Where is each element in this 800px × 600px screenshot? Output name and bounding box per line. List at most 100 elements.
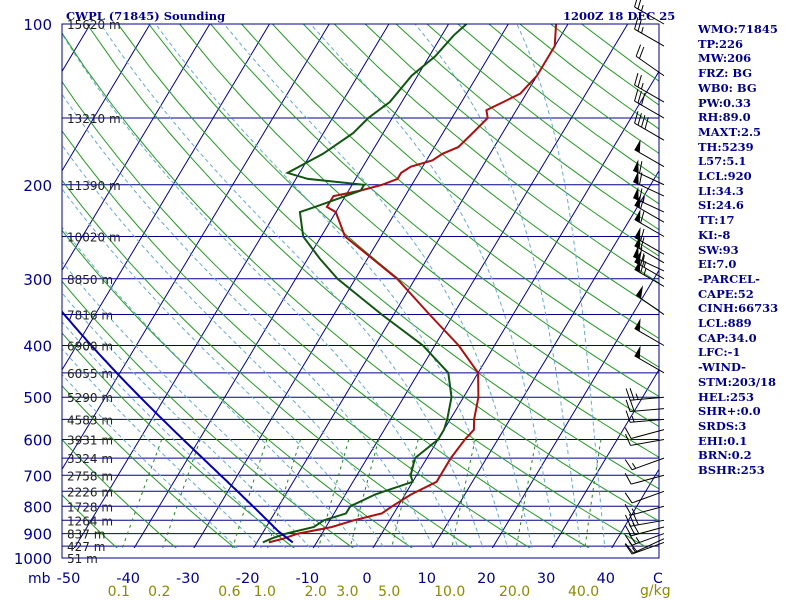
sounding-index: SRDS:3 [698, 418, 747, 433]
wind-barb [625, 388, 665, 401]
sounding-index: -WIND- [698, 360, 746, 375]
wind-barb [625, 433, 665, 446]
wind-barb-flag [634, 139, 641, 153]
wind-barb [635, 285, 665, 315]
pressure-tick-label: 600 [23, 432, 52, 450]
wind-barb-full [637, 75, 642, 88]
height-label: 6055 m [67, 367, 113, 381]
height-label: 11390 m [67, 179, 121, 193]
wind-barb-full [640, 260, 645, 274]
temperature-tick-label: -20 [236, 571, 260, 587]
wind-barb-staff [634, 355, 665, 374]
isotherm-line [62, 24, 270, 371]
wind-barb-half [635, 537, 640, 543]
wind-barb [634, 226, 665, 255]
isotherm-line [193, 24, 509, 548]
height-label: 3931 m [67, 434, 113, 448]
wind-barb [634, 209, 665, 237]
wind-barb-full [625, 399, 631, 412]
sounding-index: CAP:34.0 [698, 330, 757, 345]
moist-adiabat-line [62, 226, 361, 548]
wind-barb-full [637, 0, 642, 10]
wind-barb [632, 159, 665, 186]
wind-barb-full [625, 433, 631, 446]
wind-barb-half [642, 255, 645, 262]
dry-adiabat-line [62, 179, 472, 548]
wind-barb-staff [634, 245, 665, 264]
wind-barb-staff [631, 526, 665, 537]
wind-barb-staff [630, 408, 665, 413]
wind-barb-full [624, 524, 632, 537]
wind-barb-staff [634, 328, 665, 346]
height-label: 1264 m [67, 514, 113, 528]
wind-barb [632, 186, 665, 213]
pressure-tick-label: 800 [23, 498, 52, 516]
height-label: 4583 m [67, 413, 113, 427]
pressure-tick-label: 100 [23, 16, 52, 34]
mixing-ratio-label: 3.0 [336, 584, 358, 600]
wind-barb-full [624, 427, 632, 439]
height-label: 1728 m [67, 500, 113, 514]
wind-barb-full [625, 543, 634, 554]
sounding-index: CINH:66733 [698, 301, 779, 316]
mixing-ratio-label: 5.0 [378, 584, 400, 600]
mixing-ratio-line [231, 439, 268, 548]
wind-barb-staff [634, 149, 665, 168]
temperature-tick-label: 30 [537, 571, 555, 587]
wind-barb-staff [630, 396, 665, 401]
mixing-ratio-label: 1.0 [254, 584, 276, 600]
sounding-index: LI:34.3 [698, 183, 744, 198]
dry-adiabat-line [333, 24, 659, 284]
pressure-tick-label: 1000 [14, 550, 52, 568]
moist-adiabat-line [516, 24, 606, 548]
moist-adiabat-line [155, 24, 509, 548]
wind-barb [625, 513, 665, 527]
moist-adiabat-line [310, 24, 557, 548]
moist-adiabat-line [62, 33, 460, 548]
dry-adiabat-line [62, 130, 531, 548]
sounding-index: LCL:920 [698, 169, 752, 184]
height-label: 15620 m [67, 18, 121, 32]
isotherm-line [133, 24, 450, 548]
sounding-index: EI:7.0 [698, 257, 737, 272]
sounding-index: BRN:0.2 [698, 448, 752, 463]
wind-barb-full [634, 73, 639, 86]
mixing-ratio-line [317, 439, 350, 548]
dry-adiabat-line [62, 438, 177, 548]
isotherm-line [372, 70, 659, 548]
wind-barb-staff [631, 429, 665, 439]
wind-barb-staff [634, 28, 665, 47]
sounding-index: CAPE:52 [698, 286, 754, 301]
dry-adiabat-line [62, 280, 354, 548]
pressure-unit-label: mb [28, 571, 51, 587]
height-label: 8850 m [67, 273, 113, 287]
chart-axes [61, 23, 660, 559]
wind-barb-full [625, 388, 631, 401]
wind-barb-flag [634, 209, 641, 223]
mixing-ratio-label: 10.0 [434, 584, 465, 600]
mixing-ratio-line [162, 439, 201, 548]
wind-barb-full [632, 513, 639, 526]
sounding-index: TT:17 [698, 213, 735, 228]
isotherm-line [252, 24, 569, 548]
wind-barb [634, 73, 665, 103]
wind-barb-full [634, 89, 639, 102]
sounding-index: STM:203/18 [698, 374, 777, 389]
moist-adiabat-line [62, 144, 410, 548]
wind-barb-full [644, 117, 649, 130]
temperature-trace [268, 24, 558, 544]
wind-barb-full [635, 44, 642, 57]
wind-barb-full [634, 17, 639, 30]
wind-barb [624, 533, 665, 546]
wind-barb-staff [634, 261, 665, 280]
sounding-index: L57:5.1 [698, 154, 747, 169]
wind-barb [624, 427, 665, 439]
sounding-index: RH:89.0 [698, 110, 751, 125]
chart-series [62, 24, 558, 544]
wind-barb [632, 170, 665, 197]
height-label: 3324 m [67, 452, 113, 466]
wind-barb-half [631, 508, 636, 515]
mixing-ratio-line [121, 439, 163, 548]
dry-adiabat-line [62, 80, 590, 548]
dry-adiabat-line [86, 24, 659, 522]
